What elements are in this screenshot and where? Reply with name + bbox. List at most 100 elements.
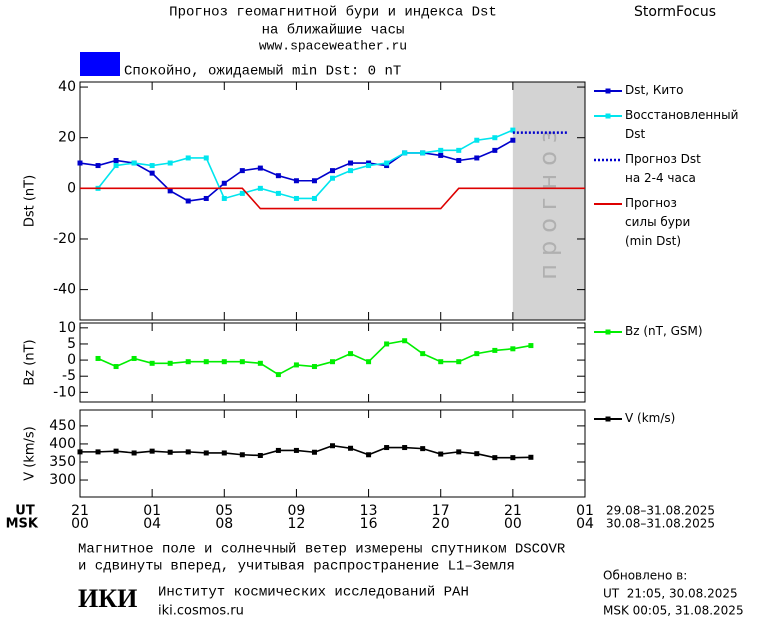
- data-point: [185, 155, 191, 161]
- forecast-band: [512, 82, 585, 320]
- data-point: [311, 178, 317, 184]
- data-point: [438, 147, 444, 153]
- data-point: [474, 137, 480, 143]
- status-text: Спокойно, ожидаемый min Dst: 0 nT: [124, 63, 401, 80]
- data-point: [95, 163, 101, 169]
- updated-title: Обновлено в:: [603, 569, 687, 583]
- data-point: [113, 163, 119, 169]
- data-point: [474, 155, 480, 161]
- data-point: [275, 190, 281, 196]
- data-point: [221, 180, 227, 186]
- data-point: [492, 347, 498, 353]
- msk-range: 30.08–31.08.2025: [606, 517, 715, 531]
- data-point: [275, 173, 281, 179]
- data-point: [348, 351, 354, 357]
- data-point: [275, 372, 281, 378]
- note: и сдвинуты вперед, учитывая распростране…: [78, 559, 515, 575]
- data-point: [330, 168, 335, 174]
- y-axis-label: Bz (nT): [23, 339, 38, 385]
- data-point: [474, 451, 480, 457]
- legend-label: V (km/s): [625, 411, 676, 425]
- data-point: [366, 163, 372, 169]
- data-point: [510, 346, 516, 352]
- msk-label: MSK: [6, 517, 39, 532]
- data-point: [348, 168, 354, 174]
- data-point: [185, 449, 191, 455]
- y-tick-label: -5: [62, 368, 76, 384]
- data-point: [330, 443, 335, 449]
- data-point: [402, 445, 408, 451]
- note: Магнитное поле и солнечный ветер измерен…: [78, 541, 566, 558]
- institute-url: iki.cosmos.ru: [158, 604, 244, 619]
- y-tick-label: 0: [67, 352, 76, 368]
- data-point: [492, 147, 498, 153]
- data-point: [203, 155, 209, 161]
- data-point: [113, 157, 119, 163]
- data-point: [257, 185, 263, 191]
- status-box: [80, 52, 120, 76]
- data-point: [510, 137, 516, 143]
- plot-frame: [79, 409, 586, 498]
- y-axis-label: V (km/s): [23, 426, 38, 481]
- ut-range: 29.08–31.08.2025: [606, 504, 715, 518]
- data-point: [131, 355, 137, 361]
- data-point: [257, 360, 263, 366]
- data-point: [131, 450, 137, 456]
- data-point: [420, 150, 426, 156]
- data-point: [510, 127, 516, 133]
- data-point: [366, 452, 372, 458]
- data-point: [293, 362, 299, 368]
- series-line: [97, 339, 532, 376]
- y-tick-label: -20: [53, 231, 76, 247]
- data-point: [185, 198, 191, 204]
- data-point: [149, 163, 155, 169]
- x-tick-label-msk: 16: [360, 516, 378, 532]
- data-point: [95, 449, 101, 455]
- y-tick-label: 5: [67, 336, 76, 352]
- title: на ближайшие часы: [262, 22, 405, 39]
- x-tick-label: 21: [504, 503, 522, 519]
- data-point: [330, 359, 335, 365]
- series-line: [80, 187, 585, 210]
- data-point: [384, 163, 390, 169]
- x-tick-label: 05: [215, 503, 233, 519]
- data-point: [311, 364, 317, 370]
- data-point: [113, 448, 119, 454]
- series-line: [79, 139, 514, 202]
- series-line: [97, 129, 514, 200]
- legend-marker: [605, 329, 611, 335]
- data-point: [348, 445, 354, 451]
- data-point: [402, 150, 408, 156]
- data-point: [492, 135, 498, 141]
- y-axis-label: Dst (nT): [23, 175, 38, 227]
- data-point: [474, 351, 480, 357]
- data-point: [402, 338, 408, 344]
- data-point: [438, 451, 444, 457]
- data-point: [438, 152, 444, 158]
- data-point: [77, 160, 83, 166]
- legend-label: Восстановленный Dst: [625, 108, 739, 141]
- forecast-label: прогноз: [534, 122, 562, 279]
- data-point: [239, 359, 245, 365]
- y-tick-label: 350: [49, 454, 76, 470]
- y-tick-label: -40: [53, 282, 76, 298]
- institute: Институт космических исследований РАН: [158, 584, 469, 601]
- data-point: [384, 445, 390, 451]
- data-point: [293, 178, 299, 184]
- data-point: [348, 160, 354, 166]
- data-point: [185, 359, 191, 365]
- data-point: [420, 446, 426, 452]
- data-point: [456, 147, 462, 153]
- data-point: [167, 160, 173, 166]
- legend-label: Прогноз силы бури (min Dst): [625, 196, 691, 248]
- data-point: [456, 359, 462, 365]
- y-tick-label: 450: [49, 418, 76, 434]
- data-point: [456, 449, 462, 455]
- data-point: [239, 190, 245, 196]
- data-point: [167, 449, 173, 455]
- y-tick-label: -10: [53, 384, 76, 400]
- y-tick-label: 10: [58, 320, 76, 336]
- legend-marker: [605, 88, 611, 94]
